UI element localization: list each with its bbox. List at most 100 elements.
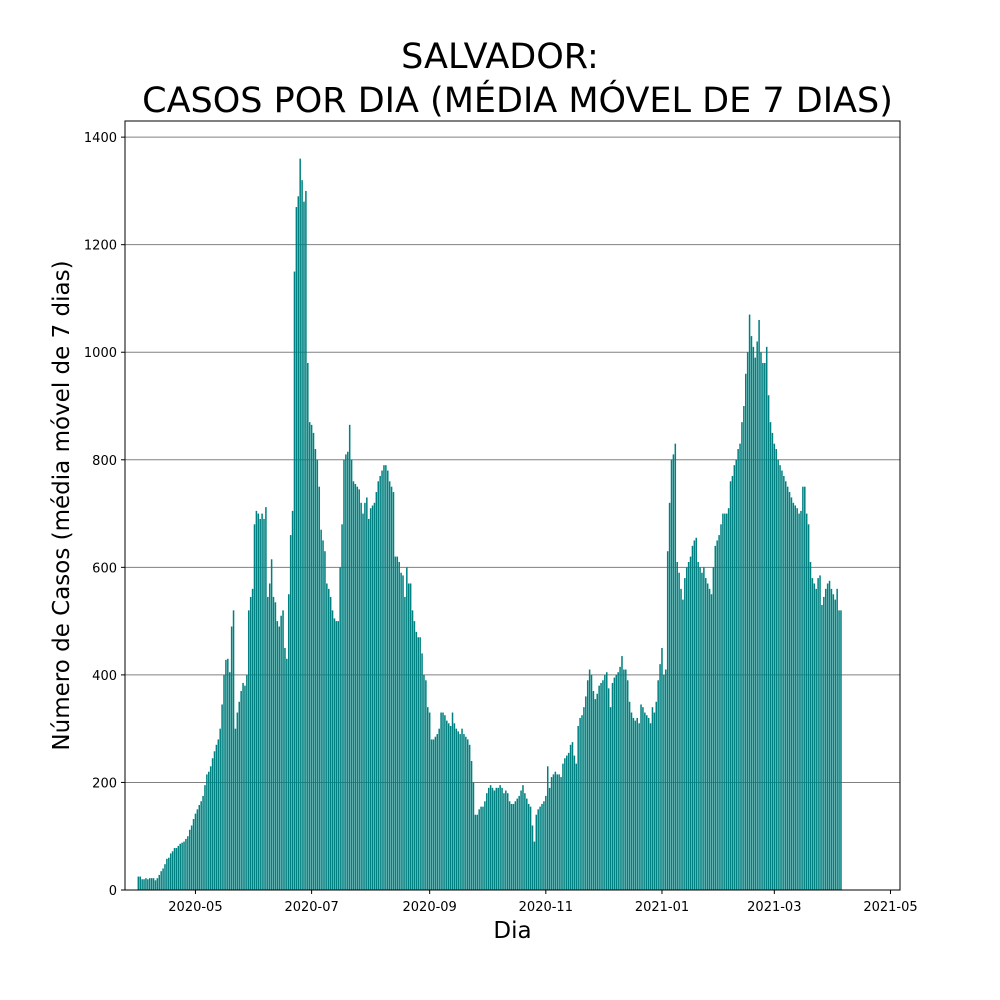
- bar: [802, 486, 804, 890]
- bar: [764, 362, 766, 890]
- bar: [680, 588, 682, 890]
- bar: [510, 803, 513, 890]
- bar: [251, 588, 254, 890]
- bar: [234, 728, 237, 890]
- bar: [634, 720, 637, 890]
- bar: [596, 693, 598, 890]
- bar: [588, 669, 591, 890]
- bar: [527, 803, 530, 890]
- bar: [687, 561, 690, 890]
- bar: [249, 596, 252, 890]
- bar: [632, 717, 635, 890]
- bar: [558, 774, 560, 890]
- bar: [324, 551, 326, 890]
- bar: [607, 688, 610, 890]
- bar: [377, 481, 380, 890]
- bar: [154, 880, 157, 890]
- bar: [312, 432, 315, 890]
- bar: [834, 599, 837, 890]
- y-tick-label: 1200: [84, 239, 117, 254]
- bar: [137, 876, 140, 890]
- bar: [659, 664, 661, 890]
- bar: [716, 540, 718, 890]
- bar: [476, 814, 479, 890]
- bar: [796, 508, 798, 890]
- bar: [794, 505, 797, 890]
- bar: [752, 346, 755, 890]
- bar: [270, 559, 273, 890]
- bar: [824, 588, 827, 890]
- bar: [480, 806, 482, 890]
- bar: [727, 508, 730, 890]
- bar: [175, 848, 178, 890]
- bar: [164, 864, 166, 890]
- bar: [537, 809, 539, 890]
- bar: [289, 535, 292, 890]
- bar: [213, 751, 216, 890]
- bar: [514, 801, 517, 890]
- bar: [362, 513, 364, 890]
- bar: [840, 610, 842, 890]
- bar: [600, 682, 602, 890]
- bar: [805, 513, 808, 890]
- bar: [444, 715, 446, 890]
- bar: [318, 486, 320, 890]
- bar: [598, 685, 600, 890]
- bar: [533, 841, 536, 890]
- bar: [248, 610, 250, 890]
- bar: [729, 481, 732, 890]
- bar: [604, 674, 606, 890]
- bar: [236, 712, 239, 890]
- bar: [760, 352, 762, 890]
- bar: [434, 736, 437, 890]
- bar: [394, 556, 397, 890]
- bar: [567, 752, 570, 890]
- bar: [489, 785, 492, 890]
- plot-frame: [124, 120, 901, 891]
- bar: [350, 459, 353, 890]
- bar: [219, 728, 221, 890]
- bar: [529, 806, 532, 890]
- bar: [689, 556, 692, 890]
- bar: [466, 739, 469, 890]
- bar: [430, 739, 433, 890]
- bar: [288, 594, 290, 890]
- bar: [337, 621, 340, 890]
- bar: [767, 395, 770, 890]
- bar: [206, 774, 208, 890]
- bar: [552, 774, 555, 890]
- bar: [198, 805, 201, 890]
- bar: [385, 465, 387, 890]
- bar: [651, 707, 654, 890]
- bar: [647, 717, 650, 890]
- bar: [228, 672, 231, 890]
- bar: [310, 424, 313, 890]
- bar: [449, 725, 452, 890]
- bar: [301, 180, 303, 890]
- bar: [583, 707, 585, 890]
- bar: [697, 561, 699, 890]
- bar: [645, 715, 648, 890]
- bar: [465, 736, 467, 890]
- bar: [682, 599, 684, 890]
- bar: [564, 758, 566, 890]
- bar: [586, 680, 589, 890]
- bar: [183, 841, 185, 890]
- bar: [369, 508, 372, 890]
- bar: [809, 561, 812, 890]
- bar: [788, 492, 791, 890]
- bar: [765, 346, 768, 890]
- bar: [575, 763, 578, 890]
- bar: [428, 712, 431, 890]
- bar: [470, 760, 473, 890]
- bar: [347, 451, 349, 890]
- bar: [364, 502, 366, 890]
- bar: [148, 878, 151, 890]
- bar: [447, 723, 450, 890]
- bar: [539, 806, 541, 890]
- bar: [468, 744, 471, 890]
- bar: [173, 848, 176, 890]
- bar: [758, 319, 760, 891]
- bar: [179, 843, 181, 890]
- bar: [725, 513, 728, 890]
